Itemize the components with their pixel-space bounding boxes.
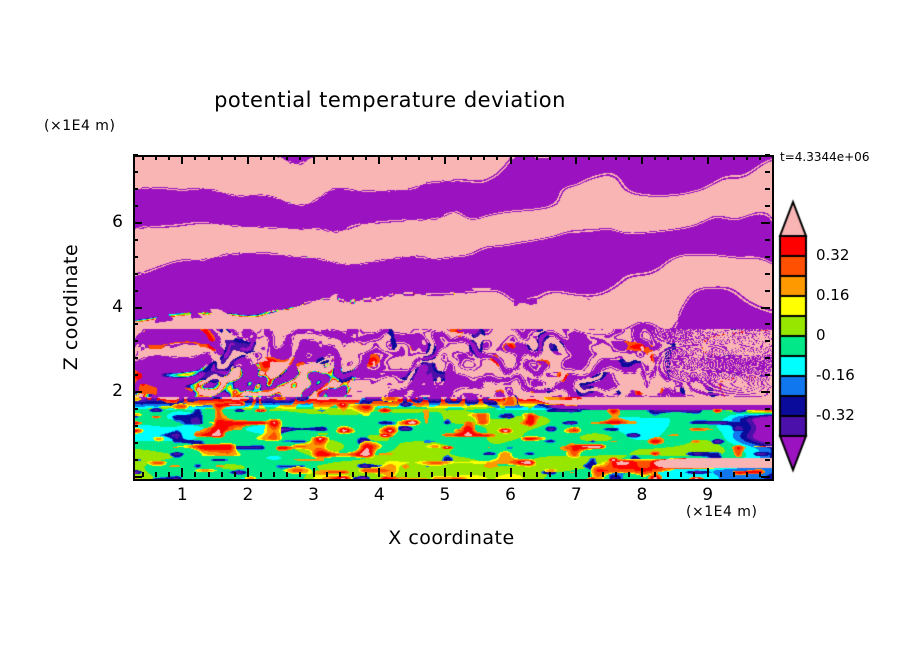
x-tick-label: 5 bbox=[439, 485, 451, 505]
colorbar-tick-label: 0.16 bbox=[816, 286, 850, 304]
colorbar-tick-label: -0.16 bbox=[816, 366, 855, 384]
x-tick-label: 8 bbox=[636, 485, 648, 505]
x-tick-label: 9 bbox=[702, 485, 714, 505]
colorbar: 0.32 0.16 0 -0.16 -0.32 bbox=[776, 196, 896, 526]
x-tick-label: 6 bbox=[505, 485, 516, 505]
y-axis-unit-label: (×1E4 m) bbox=[44, 118, 116, 134]
y-tick-label: 6 bbox=[112, 211, 123, 232]
colorbar-tick-label: -0.32 bbox=[816, 406, 855, 424]
y-axis-title: Z coordinate bbox=[60, 243, 82, 371]
contour-field-canvas bbox=[135, 157, 772, 479]
y-tick-label: 4 bbox=[112, 296, 123, 317]
chart-title: potential temperature deviation bbox=[214, 88, 566, 112]
contour-plot-area bbox=[133, 155, 774, 481]
x-axis-title: X coordinate bbox=[388, 527, 515, 549]
colorbar-canvas bbox=[776, 196, 896, 526]
x-tick-label: 3 bbox=[308, 485, 319, 505]
x-tick-label: 7 bbox=[570, 485, 582, 505]
colorbar-tick-label: 0 bbox=[816, 326, 826, 344]
x-tick-label: 1 bbox=[176, 485, 188, 505]
x-tick-label: 4 bbox=[373, 485, 385, 505]
timestamp-annotation: t=4.3344e+06 bbox=[780, 150, 870, 164]
colorbar-tick-label: 0.32 bbox=[816, 246, 850, 264]
x-tick-label: 2 bbox=[242, 485, 254, 505]
y-tick-label: 2 bbox=[112, 381, 123, 402]
x-axis-unit-label: (×1E4 m) bbox=[686, 504, 758, 520]
